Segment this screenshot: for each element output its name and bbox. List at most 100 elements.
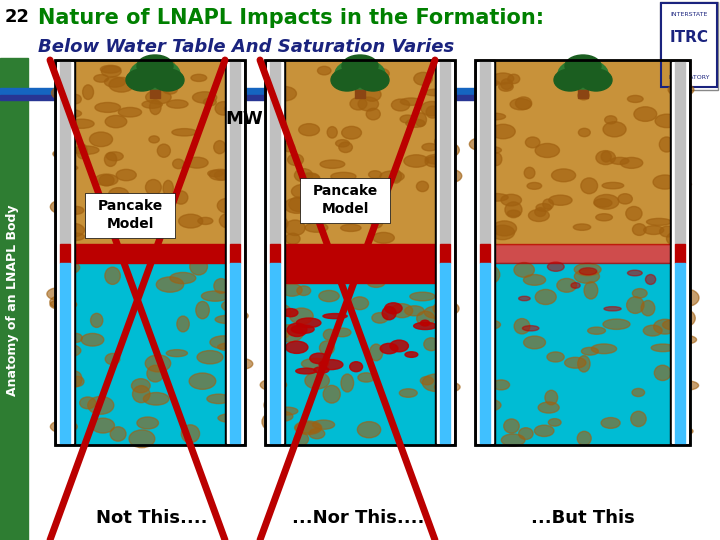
Text: Anatomy of an LNAPL Body: Anatomy of an LNAPL Body <box>6 204 19 396</box>
Ellipse shape <box>89 132 112 147</box>
Ellipse shape <box>330 172 356 181</box>
Ellipse shape <box>543 199 554 210</box>
Ellipse shape <box>80 397 96 409</box>
Ellipse shape <box>116 170 136 181</box>
Ellipse shape <box>283 143 294 152</box>
Ellipse shape <box>202 291 229 301</box>
Ellipse shape <box>81 333 104 346</box>
Ellipse shape <box>545 390 558 405</box>
Ellipse shape <box>225 341 244 352</box>
Ellipse shape <box>157 144 171 157</box>
Ellipse shape <box>132 379 150 393</box>
Ellipse shape <box>392 99 410 111</box>
Ellipse shape <box>325 191 343 204</box>
Ellipse shape <box>306 196 330 202</box>
Ellipse shape <box>191 75 207 82</box>
Ellipse shape <box>266 201 281 212</box>
Ellipse shape <box>499 82 513 91</box>
Ellipse shape <box>390 340 408 352</box>
Bar <box>475 244 690 263</box>
Ellipse shape <box>218 414 244 422</box>
Ellipse shape <box>671 181 691 187</box>
Ellipse shape <box>137 417 158 429</box>
Ellipse shape <box>435 136 451 147</box>
Ellipse shape <box>595 214 613 221</box>
Ellipse shape <box>95 174 118 186</box>
Ellipse shape <box>535 289 557 305</box>
Ellipse shape <box>602 183 624 189</box>
Ellipse shape <box>110 427 126 441</box>
Ellipse shape <box>384 303 402 314</box>
Ellipse shape <box>179 214 203 228</box>
Ellipse shape <box>477 299 495 306</box>
Bar <box>0 58 28 540</box>
Ellipse shape <box>492 221 516 236</box>
Ellipse shape <box>57 165 78 171</box>
Ellipse shape <box>339 186 364 192</box>
Ellipse shape <box>105 353 120 365</box>
Bar <box>60 60 70 244</box>
Ellipse shape <box>510 99 531 110</box>
Bar <box>661 3 717 87</box>
Ellipse shape <box>672 381 698 390</box>
Ellipse shape <box>420 376 433 385</box>
Ellipse shape <box>198 218 213 225</box>
Ellipse shape <box>339 142 352 152</box>
Ellipse shape <box>118 107 142 117</box>
Ellipse shape <box>575 269 600 284</box>
Ellipse shape <box>367 195 378 203</box>
Ellipse shape <box>416 181 428 192</box>
Ellipse shape <box>547 262 564 271</box>
Ellipse shape <box>424 338 438 350</box>
Ellipse shape <box>102 66 121 77</box>
Ellipse shape <box>142 100 162 109</box>
Ellipse shape <box>571 282 580 288</box>
Bar <box>227 62 243 443</box>
Ellipse shape <box>294 168 312 182</box>
Ellipse shape <box>196 301 210 319</box>
Bar <box>675 60 685 244</box>
Ellipse shape <box>603 122 626 137</box>
Ellipse shape <box>109 77 134 92</box>
Bar <box>265 263 455 445</box>
Ellipse shape <box>581 178 598 194</box>
Ellipse shape <box>634 107 657 122</box>
Ellipse shape <box>621 158 643 168</box>
Ellipse shape <box>57 109 81 118</box>
Ellipse shape <box>260 379 287 391</box>
Ellipse shape <box>507 210 521 217</box>
Ellipse shape <box>396 262 414 277</box>
Ellipse shape <box>372 313 388 323</box>
Ellipse shape <box>514 319 530 334</box>
Ellipse shape <box>363 87 381 102</box>
Ellipse shape <box>441 158 456 167</box>
Ellipse shape <box>424 306 446 318</box>
Ellipse shape <box>436 143 459 158</box>
Ellipse shape <box>603 319 630 329</box>
Ellipse shape <box>220 213 239 228</box>
Ellipse shape <box>320 341 335 355</box>
Ellipse shape <box>594 194 619 209</box>
Ellipse shape <box>104 152 117 166</box>
Ellipse shape <box>400 389 418 397</box>
Ellipse shape <box>163 84 177 94</box>
Bar <box>477 62 493 443</box>
Ellipse shape <box>268 304 291 318</box>
Ellipse shape <box>405 306 424 316</box>
Ellipse shape <box>660 137 674 152</box>
Bar <box>440 244 450 263</box>
Ellipse shape <box>192 92 217 103</box>
Ellipse shape <box>83 85 94 99</box>
Ellipse shape <box>301 173 320 185</box>
Ellipse shape <box>358 97 379 111</box>
Ellipse shape <box>147 365 163 382</box>
Ellipse shape <box>299 124 320 136</box>
Ellipse shape <box>518 428 533 440</box>
Ellipse shape <box>145 179 161 195</box>
Ellipse shape <box>210 170 232 180</box>
Ellipse shape <box>91 418 114 433</box>
Ellipse shape <box>207 394 230 403</box>
Bar <box>475 60 690 244</box>
Ellipse shape <box>132 386 150 403</box>
Ellipse shape <box>88 396 114 414</box>
